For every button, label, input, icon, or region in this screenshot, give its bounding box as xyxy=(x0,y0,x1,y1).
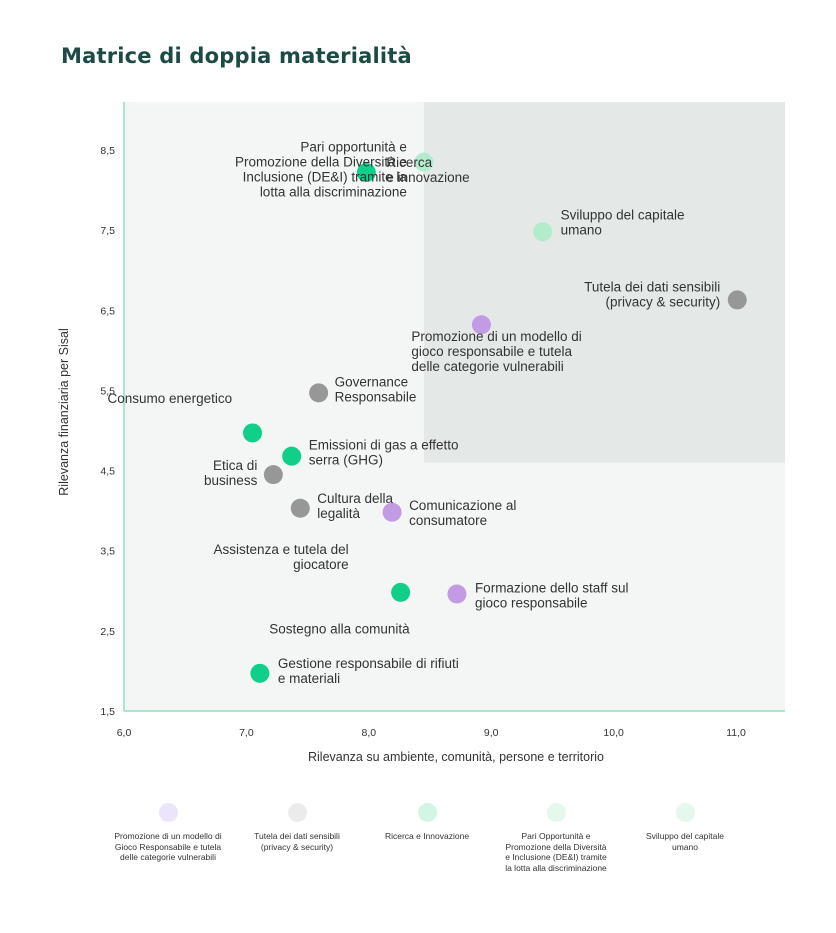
data-point-label: Ricerca e innovazione xyxy=(386,155,469,185)
legend-item: Sviluppo del capitale umano xyxy=(620,800,750,852)
data-point-label-line: Promozione della Diversità e xyxy=(235,155,407,170)
y-tick-label: 6,5 xyxy=(100,305,115,317)
legend-item: Promozione di un modello di Gioco Respons… xyxy=(103,800,233,863)
data-point-label: Promozione di un modello di gioco respons… xyxy=(411,329,581,374)
data-point-marker xyxy=(382,502,402,522)
data-point-marker xyxy=(447,584,467,604)
data-point-label: Comunicazione al consumatore xyxy=(409,498,516,528)
data-point-label-line: Assistenza e tutela del xyxy=(214,542,349,557)
data-point-label: Emissioni di gas a effetto serra (GHG) xyxy=(309,438,459,468)
data-point-label: Cultura della legalità xyxy=(317,491,393,521)
y-tick-label: 5,5 xyxy=(100,385,115,397)
legend-label: Pari Opportunità e Promozione della Diver… xyxy=(505,831,607,873)
legend-marker-icon xyxy=(546,803,566,822)
data-point-label-line: Governance xyxy=(335,374,409,389)
high-materiality-quadrant xyxy=(423,102,785,463)
data-point-label-line: business xyxy=(204,473,258,488)
x-tick-label: 6,0 xyxy=(117,727,132,739)
data-point-label-line: legalità xyxy=(317,506,360,521)
data-point-label: Gestione responsabile di rifiuti e materi… xyxy=(278,656,459,686)
data-point-label-line: Tutela dei dati sensibili xyxy=(584,279,720,294)
data-point-label-line: gioco responsabile e tutela xyxy=(411,344,572,359)
legend-marker-icon xyxy=(287,803,307,822)
y-tick-label: 7,5 xyxy=(100,225,115,237)
x-tick-label: 9,0 xyxy=(484,727,499,739)
x-axis-title: Rilevanza su ambiente, comunità, persone… xyxy=(308,750,604,764)
legend-label: Tutela dei dati sensibili (privacy & secu… xyxy=(254,831,340,852)
data-point-label-line: Consumo energetico xyxy=(108,391,233,406)
legend: Promozione di un modello di Gioco Respons… xyxy=(0,800,836,900)
y-tick-label: 3,5 xyxy=(100,546,115,558)
legend-item: Pari Opportunità e Promozione della Diver… xyxy=(491,800,621,873)
y-axis-title: Rilevanza finanziaria per Sisal xyxy=(57,328,71,495)
data-point-marker xyxy=(309,383,329,403)
data-point-label: Tutela dei dati sensibili (privacy & secu… xyxy=(584,279,720,309)
data-point-label-line: Formazione dello staff sul xyxy=(475,581,629,596)
legend-label: Sviluppo del capitale umano xyxy=(646,831,724,852)
y-tick-label: 4,5 xyxy=(100,466,115,478)
data-point-label-line: Cultura della xyxy=(317,491,393,506)
data-point-marker xyxy=(727,290,747,310)
data-point-label-line: Emissioni di gas a effetto xyxy=(309,438,459,453)
data-point-label: Pari opportunità e Promozione della Diver… xyxy=(235,140,407,200)
x-tick-label: 7,0 xyxy=(239,727,254,739)
data-point-marker xyxy=(282,446,302,466)
data-point-label-line: e materiali xyxy=(278,671,340,686)
legend-label: Promozione di un modello di Gioco Respons… xyxy=(114,831,222,862)
data-point-label-line: serra (GHG) xyxy=(309,453,383,468)
data-point-label-line: Promozione di un modello di xyxy=(411,329,581,344)
data-point-marker xyxy=(414,152,434,172)
data-point-label-line: Inclusione (DE&I) tramite la xyxy=(243,170,408,185)
x-tick-label: 10,0 xyxy=(603,727,624,739)
data-point-label-line: e innovazione xyxy=(386,170,469,185)
y-tick-label: 1,5 xyxy=(100,706,115,718)
legend-marker-icon xyxy=(675,803,695,822)
data-point-label: Sviluppo del capitale umano xyxy=(561,207,685,237)
data-point-label-line: Sviluppo del capitale xyxy=(561,207,685,222)
data-point-marker xyxy=(250,663,270,683)
data-point-label-line: (privacy & security) xyxy=(605,294,720,309)
data-point-label: Assistenza e tutela del giocatore xyxy=(214,542,349,572)
data-point-label: Governance Responsabile xyxy=(335,374,417,404)
x-tick-label: 11,0 xyxy=(726,727,746,739)
data-point-label-line: giocatore xyxy=(293,557,349,572)
y-tick-label: 8,5 xyxy=(100,145,115,157)
data-point-marker xyxy=(243,423,263,443)
data-point-label-line: gioco responsabile xyxy=(475,596,588,611)
data-point-marker xyxy=(356,163,376,183)
data-point-label: Etica di business xyxy=(204,458,258,488)
legend-marker-icon xyxy=(417,803,437,822)
legend-label: Ricerca e Innovazione xyxy=(384,831,470,841)
data-point-label-line: Gestione responsabile di rifiuti xyxy=(278,656,459,671)
data-point-marker xyxy=(263,465,283,485)
data-point-label: Formazione dello staff sul gioco responsa… xyxy=(475,581,629,611)
data-point-marker xyxy=(471,315,491,335)
page-title: Matrice di doppia materialità xyxy=(61,44,412,68)
data-point-label-line: Responsabile xyxy=(335,389,417,404)
y-tick-label: 2,5 xyxy=(100,626,115,638)
legend-item: Ricerca e Innovazione xyxy=(362,800,492,842)
legend-marker-icon xyxy=(158,803,178,822)
data-point-label-line: Pari opportunità e xyxy=(300,140,407,155)
materiality-matrix-chart: 6,0 7,0 8,0 9,0 10,0 11,0 1,5 2,5 3,5 4,5 5,5 6,5 7,… xyxy=(57,102,785,764)
data-point-marker xyxy=(290,498,310,518)
data-point-label-line: umano xyxy=(561,222,602,237)
x-tick-label: 8,0 xyxy=(362,727,377,739)
data-point-label-line: Comunicazione al xyxy=(409,498,516,513)
data-point-label-line: Etica di xyxy=(213,458,257,473)
data-point-label: Sostegno alla comunità xyxy=(269,621,410,636)
legend-item: Tutela dei dati sensibili (privacy & secu… xyxy=(232,800,362,852)
data-point-label-line: delle categorie vulnerabili xyxy=(411,359,563,374)
data-point-label: Consumo energetico xyxy=(108,391,233,406)
data-point-label-line: Ricerca xyxy=(386,155,432,170)
data-point-label-line: lotta alla discriminazione xyxy=(260,185,407,200)
data-point-marker xyxy=(391,582,411,602)
data-point-label-line: consumatore xyxy=(409,513,487,528)
data-point-label-line: Sostegno alla comunità xyxy=(269,621,410,636)
data-point-marker xyxy=(533,222,553,242)
